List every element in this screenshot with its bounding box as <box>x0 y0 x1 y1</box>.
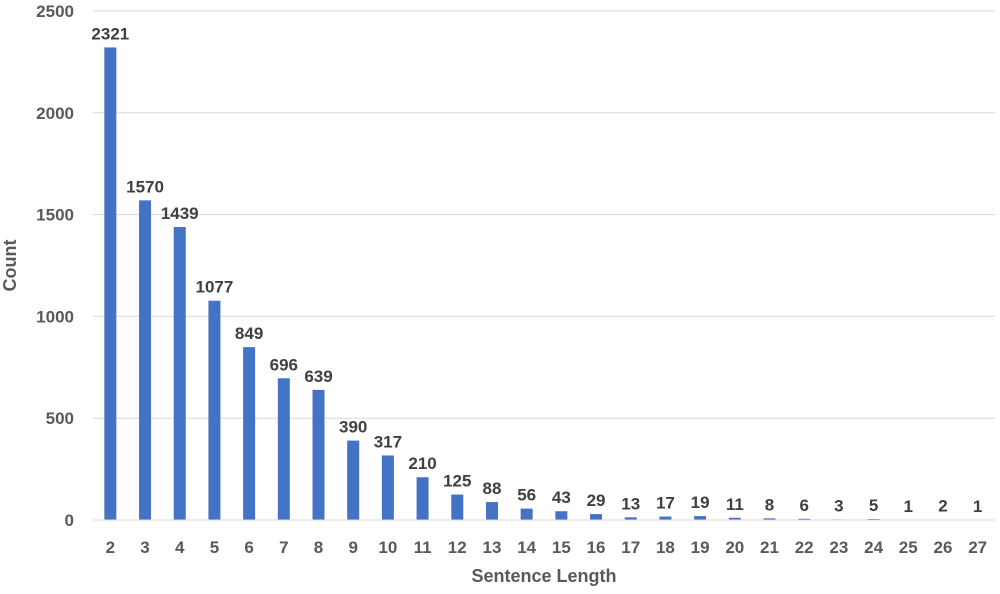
data-label: 8 <box>765 495 774 514</box>
bar <box>451 494 464 520</box>
bar <box>485 502 498 520</box>
data-label: 125 <box>443 472 471 491</box>
bar <box>659 516 672 520</box>
data-label: 639 <box>304 367 332 386</box>
x-tick-label: 3 <box>140 538 149 557</box>
x-tick-label: 26 <box>934 538 953 557</box>
x-tick-label: 19 <box>691 538 710 557</box>
x-tick-label: 14 <box>517 538 536 557</box>
data-label: 11 <box>726 495 744 514</box>
bar <box>312 389 325 520</box>
data-label: 19 <box>691 493 710 512</box>
bar <box>173 227 186 521</box>
data-label: 3 <box>834 496 843 515</box>
bar <box>243 347 256 520</box>
x-tick-label: 15 <box>552 538 571 557</box>
bar <box>728 517 741 520</box>
x-tick-label: 17 <box>621 538 640 557</box>
bar <box>104 47 117 521</box>
data-label: 88 <box>483 479 502 498</box>
data-label: 43 <box>552 488 571 507</box>
bar <box>694 516 707 520</box>
data-label: 6 <box>799 496 808 515</box>
data-label: 56 <box>517 486 536 505</box>
bar <box>520 508 533 520</box>
y-axis-ticks: 0 500 1000 1500 2000 2500 <box>36 2 74 530</box>
x-tick-label: 2 <box>106 538 115 557</box>
x-tick-label: 11 <box>414 538 432 557</box>
data-label: 1077 <box>196 278 234 297</box>
x-tick-label: 10 <box>378 538 397 557</box>
x-tick-label: 5 <box>210 538 219 557</box>
y-tick-label: 1000 <box>36 307 74 326</box>
x-tick-label: 4 <box>175 538 185 557</box>
y-tick-label: 1500 <box>36 206 74 225</box>
data-label: 5 <box>869 496 878 515</box>
bar <box>624 517 637 520</box>
bar <box>590 514 603 520</box>
data-label: 849 <box>235 324 263 343</box>
y-axis-title: Count <box>0 240 20 292</box>
x-tick-label: 21 <box>760 538 779 557</box>
x-tick-label: 27 <box>968 538 987 557</box>
data-label: 13 <box>621 494 640 513</box>
x-tick-label: 6 <box>244 538 253 557</box>
data-label: 1 <box>973 497 982 516</box>
x-axis-title: Sentence Length <box>471 566 616 586</box>
x-tick-label: 8 <box>314 538 323 557</box>
y-tick-label: 2500 <box>36 2 74 21</box>
bar <box>763 518 776 520</box>
gridlines <box>93 10 995 419</box>
data-label: 1570 <box>126 177 164 196</box>
x-axis-ticks: 2 3 4 5 6 7 8 9 10 11 12 13 14 15 16 17 18 19 20 21 22 23 24 25… <box>106 538 988 557</box>
x-tick-label: 18 <box>656 538 675 557</box>
data-label: 1 <box>904 497 913 516</box>
data-label: 2321 <box>91 24 129 43</box>
y-tick-label: 0 <box>65 511 74 530</box>
data-label: 317 <box>374 432 402 451</box>
x-tick-label: 9 <box>348 538 357 557</box>
x-tick-label: 23 <box>829 538 848 557</box>
data-label: 17 <box>656 494 675 513</box>
data-label: 29 <box>587 491 606 510</box>
bar <box>416 477 429 520</box>
x-tick-label: 24 <box>864 538 883 557</box>
data-label: 210 <box>408 454 436 473</box>
x-tick-label: 13 <box>483 538 502 557</box>
bar <box>555 511 568 520</box>
x-tick-label: 20 <box>725 538 744 557</box>
x-tick-label: 22 <box>795 538 814 557</box>
data-label: 1439 <box>161 204 199 223</box>
bar <box>867 518 880 520</box>
bars <box>104 47 984 521</box>
bar <box>277 378 290 520</box>
bar <box>347 440 360 520</box>
y-tick-label: 2000 <box>36 104 74 123</box>
bar <box>208 300 221 520</box>
bar <box>798 518 811 520</box>
bar <box>381 455 394 520</box>
data-label: 696 <box>270 355 298 374</box>
x-tick-label: 7 <box>279 538 288 557</box>
y-tick-label: 500 <box>46 409 74 428</box>
data-label: 2 <box>938 497 947 516</box>
x-tick-label: 16 <box>587 538 606 557</box>
data-label: 390 <box>339 418 367 437</box>
x-tick-label: 25 <box>899 538 918 557</box>
x-tick-label: 12 <box>448 538 467 557</box>
bar <box>139 200 152 520</box>
